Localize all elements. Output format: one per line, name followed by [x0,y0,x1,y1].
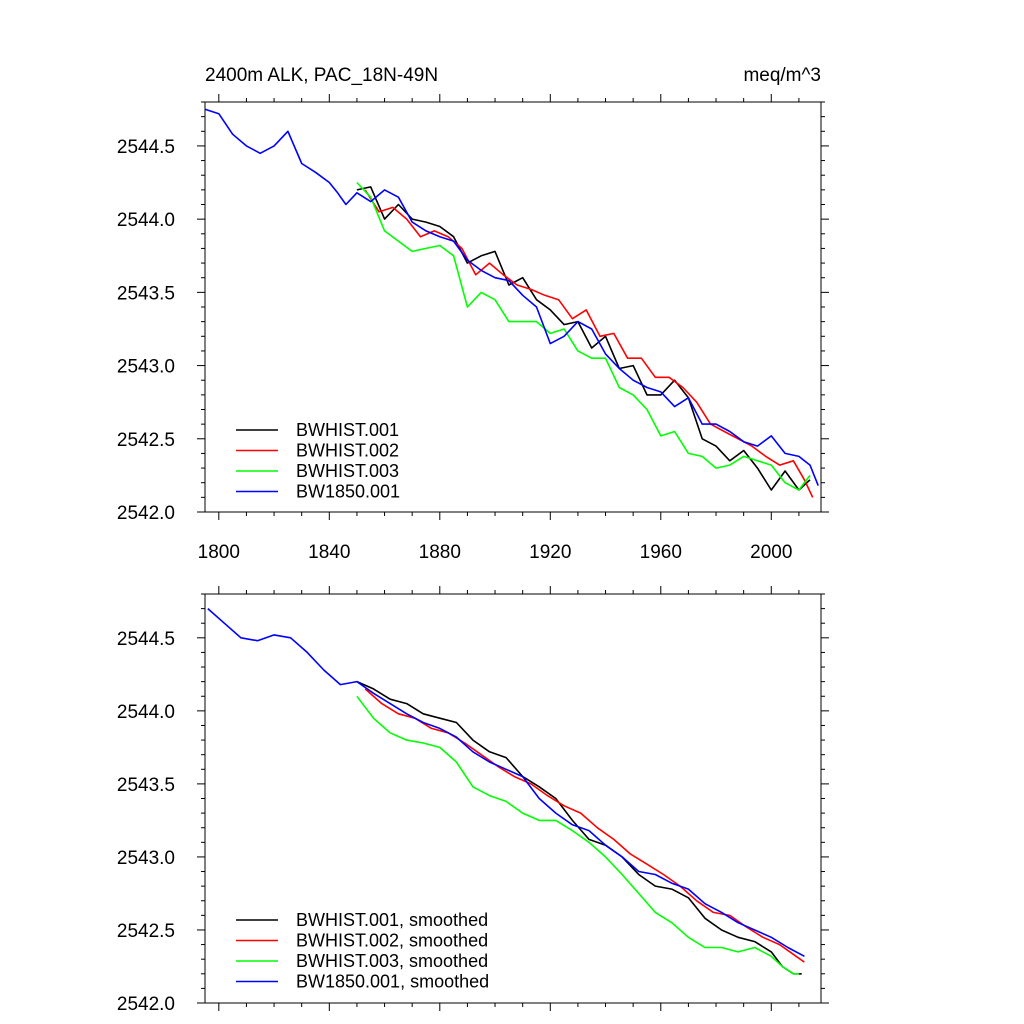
legend-entry: BW1850.001 [296,482,400,502]
y-tick-label: 2542.5 [117,430,175,451]
x-tick-label: 1800 [198,542,240,563]
y-tick-label: 2543.5 [117,775,175,796]
chart-top-panel: 1800 1840 1880 1920 1960 2000 2542.0 2542.5 2543… [117,65,829,563]
series-line [207,608,805,958]
y-tick-label: 2544.0 [117,702,175,723]
y-tick-label: 2543.0 [117,848,175,869]
y-tick-label: 2544.5 [117,137,175,158]
y-tick-label: 2544.5 [117,629,175,650]
series-line [356,695,799,975]
legend-entry: BWHIST.001, smoothed [296,910,488,930]
series-line [356,181,811,491]
legend-entry: BWHIST.001 [296,420,399,440]
legend-entry: BWHIST.003 [296,461,399,481]
x-tick-label: 1880 [419,542,461,563]
units-label: meq/m^3 [743,65,821,86]
x-tick-label: 1840 [308,542,350,563]
legend-entry: BWHIST.003, smoothed [296,951,488,971]
series-line [356,186,811,491]
series-line [356,680,802,975]
y-tick-label: 2542.0 [117,994,175,1015]
y-tick-label: 2542.0 [117,503,175,524]
x-tick-label: 2000 [750,542,792,563]
chart-bottom-panel: 2542.0 2542.5 2543.0 2543.5 2544.0 2544.5 BWHI… [117,586,829,1015]
legend-entry: BWHIST.002, smoothed [296,931,488,951]
legend-entry: BW1850.001, smoothed [296,972,489,992]
x-tick-label: 1920 [529,542,571,563]
series-line [364,688,805,963]
y-tick-label: 2543.5 [117,283,175,304]
x-tick-label: 1960 [640,542,682,563]
y-tick-label: 2543.0 [117,357,175,378]
legend-entry: BWHIST.002 [296,441,399,461]
series-line [204,108,819,486]
y-tick-label: 2544.0 [117,210,175,231]
y-tick-label: 2542.5 [117,921,175,942]
chart-title: 2400m ALK, PAC_18N-49N [205,65,438,86]
